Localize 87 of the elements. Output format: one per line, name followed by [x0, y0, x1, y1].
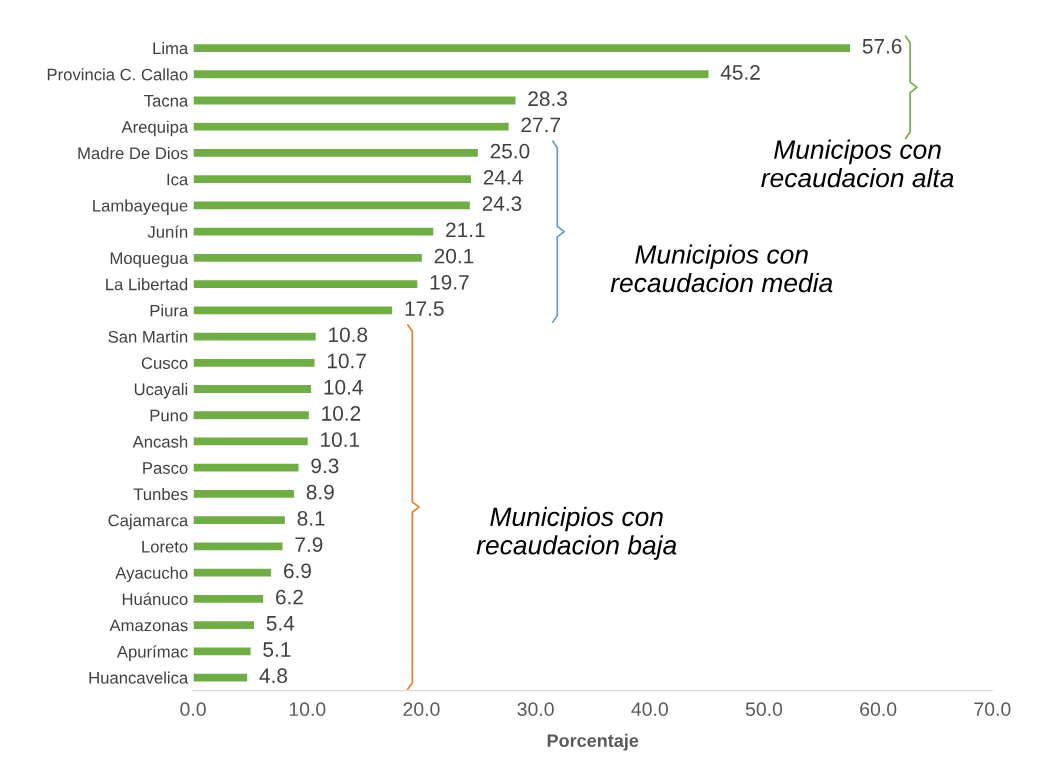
y-tick-label: San Martin	[108, 330, 188, 343]
bar	[193, 278, 419, 290]
data-label: 4.8	[259, 668, 288, 684]
data-label: 10.4	[324, 379, 363, 395]
bar	[193, 173, 473, 185]
bar	[193, 121, 511, 133]
data-label: 10.8	[329, 327, 368, 343]
y-tick-label: Huancavelica	[89, 671, 189, 684]
y-tick-label: Ayacucho	[115, 566, 188, 583]
x-tick-label: 70.0	[974, 702, 1011, 717]
x-tick-label: 0.0	[180, 702, 206, 717]
y-tick-label: Tacna	[144, 95, 189, 107]
data-label: 10.2	[322, 406, 361, 421]
y-tick-label: Lambayeque	[93, 199, 188, 215]
data-label: 8.1	[297, 510, 325, 526]
data-label: 6.9	[284, 563, 311, 579]
bar	[193, 357, 316, 369]
bar	[193, 436, 310, 447]
y-tick-label: Ancash	[132, 435, 188, 448]
data-label: 6.2	[276, 589, 303, 605]
bar	[193, 567, 273, 578]
data-label: 5.4	[266, 616, 295, 631]
y-tick-label: Junín	[147, 225, 188, 238]
data-label: 25.0	[490, 143, 530, 159]
bar	[193, 226, 435, 237]
bar	[193, 252, 424, 264]
data-label: 10.1	[321, 432, 360, 448]
data-label: 57.6	[862, 38, 902, 54]
y-tick-label: Cajamarca	[108, 514, 189, 530]
data-label: 5.1	[263, 642, 291, 657]
data-label: 9.3	[311, 458, 339, 474]
annotation: Municipos con recaudacion alta	[761, 139, 954, 188]
x-axis-title: Porcentaje	[547, 733, 639, 751]
y-tick-label: Piura	[150, 304, 189, 317]
data-label: 7.9	[295, 537, 323, 552]
y-tick-label: Tunbes	[133, 487, 188, 501]
y-tick-label: Cusco	[141, 357, 188, 369]
data-label: 24.3	[482, 196, 522, 211]
data-label: 28.3	[528, 91, 567, 107]
bar	[193, 200, 472, 211]
y-tick-label: Puno	[150, 409, 188, 422]
x-tick-label: 20.0	[403, 702, 440, 717]
y-tick-label: Pasco	[143, 462, 188, 474]
bar	[193, 305, 394, 316]
bar	[193, 383, 313, 395]
bar	[193, 593, 265, 605]
data-label: 27.7	[521, 117, 560, 133]
bar	[193, 514, 287, 526]
data-label: 21.1	[446, 222, 485, 238]
bar	[193, 409, 311, 421]
y-tick-label: Moquegua	[110, 252, 189, 268]
x-tick-label: 50.0	[745, 702, 783, 717]
bar	[193, 646, 252, 657]
x-tick-label: 40.0	[631, 702, 668, 717]
y-tick-label: Ucayali	[134, 382, 188, 399]
annotation: Municipios con recaudacion media	[610, 244, 833, 293]
bar	[193, 488, 296, 500]
y-tick-label: Lima	[153, 42, 189, 55]
data-label: 20.1	[434, 248, 474, 264]
bar	[193, 462, 300, 473]
bar	[193, 541, 284, 552]
annotation: Municipios con recaudacion baja	[476, 506, 677, 560]
bar	[193, 331, 318, 342]
data-label: 8.9	[306, 484, 334, 500]
bar	[193, 68, 710, 80]
y-tick-label: Arequipa	[121, 120, 189, 137]
y-tick-label: Amazonas	[109, 619, 188, 632]
data-label: 45.2	[720, 65, 760, 80]
x-tick-label: 60.0	[860, 702, 897, 717]
bar	[193, 42, 852, 54]
bar	[193, 147, 480, 159]
y-tick-label: Madre De Dios	[78, 146, 188, 160]
data-label: 10.7	[327, 353, 366, 369]
y-tick-label: La Libertad	[106, 278, 188, 291]
data-label: 17.5	[405, 301, 444, 316]
x-tick-label: 30.0	[517, 702, 554, 717]
y-tick-label: Apurímac	[116, 645, 188, 661]
y-tick-label: Provincia C. Callao	[47, 68, 188, 81]
y-tick-label: Loreto	[142, 540, 188, 553]
y-tick-label: Ica	[167, 173, 189, 186]
x-tick-label: 10.0	[289, 702, 326, 717]
y-tick-label: Huánuco	[122, 592, 188, 606]
data-label: 24.4	[483, 170, 523, 185]
bar	[193, 95, 517, 106]
bar	[193, 619, 256, 631]
data-label: 19.7	[430, 274, 469, 290]
bar	[193, 672, 249, 683]
